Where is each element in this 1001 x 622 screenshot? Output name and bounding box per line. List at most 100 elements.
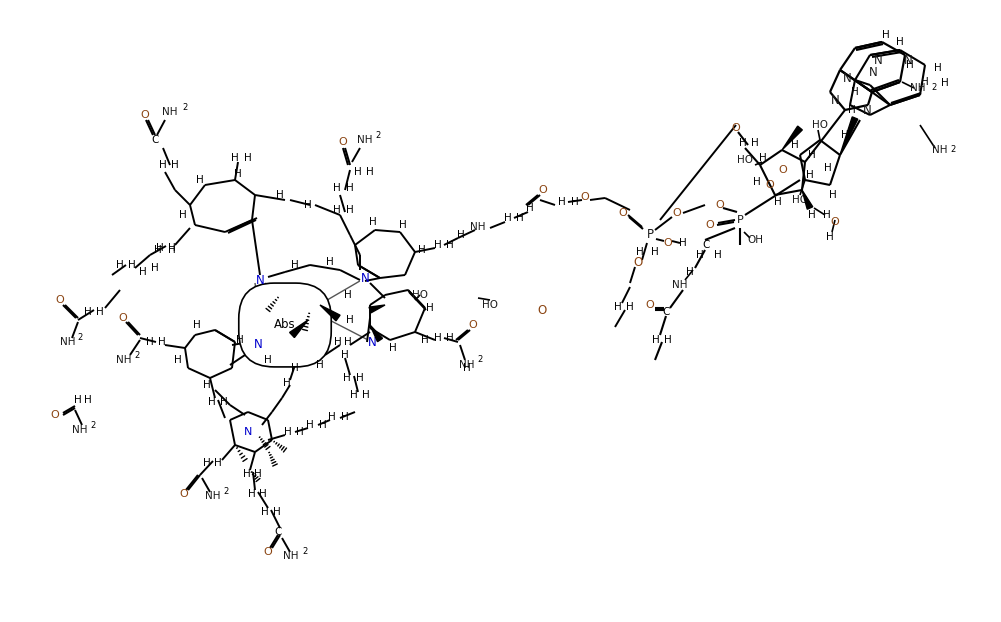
Text: H: H: [151, 263, 159, 273]
Text: O: O: [732, 123, 741, 133]
Text: H: H: [457, 230, 464, 240]
Text: H: H: [116, 260, 124, 270]
Text: C: C: [663, 307, 670, 317]
Text: O: O: [51, 410, 59, 420]
Text: NH: NH: [673, 280, 688, 290]
Text: H: H: [848, 105, 856, 115]
Text: H: H: [829, 190, 837, 200]
Polygon shape: [369, 305, 385, 313]
Text: C: C: [703, 240, 710, 250]
Text: 2: 2: [950, 146, 956, 154]
Text: O: O: [119, 313, 127, 323]
Text: O: O: [706, 220, 715, 230]
Text: N: N: [843, 72, 852, 85]
Text: O: O: [338, 137, 347, 147]
Text: H: H: [156, 243, 164, 253]
Text: N: N: [255, 274, 264, 287]
Text: H: H: [344, 337, 352, 347]
Text: H: H: [906, 60, 914, 70]
Text: H: H: [651, 247, 659, 257]
Text: H: H: [664, 335, 672, 345]
Text: O: O: [766, 180, 775, 190]
Text: H: H: [146, 337, 154, 347]
Text: H: H: [174, 355, 182, 365]
Text: H: H: [346, 205, 354, 215]
Text: O: O: [779, 165, 788, 175]
Polygon shape: [320, 305, 340, 321]
Text: H: H: [243, 469, 251, 479]
Text: H: H: [341, 412, 349, 422]
Polygon shape: [802, 190, 813, 209]
Text: 2: 2: [90, 420, 96, 430]
Text: NH: NH: [932, 145, 948, 155]
Text: H: H: [505, 213, 512, 223]
Text: O: O: [539, 185, 548, 195]
Text: H: H: [254, 469, 262, 479]
Text: 2: 2: [302, 547, 307, 555]
Text: H: H: [291, 363, 299, 373]
Text: H: H: [341, 350, 349, 360]
Text: H: H: [333, 183, 341, 193]
Text: HO: HO: [812, 120, 828, 130]
Text: OH: OH: [747, 235, 763, 245]
Text: H: H: [236, 335, 244, 345]
Text: HO: HO: [412, 290, 428, 300]
Text: H: H: [696, 250, 704, 260]
Text: H: H: [941, 78, 949, 88]
Text: H: H: [346, 315, 354, 325]
Text: H: H: [168, 243, 176, 253]
Text: 2: 2: [477, 356, 482, 364]
Text: H: H: [759, 153, 767, 163]
Text: H: H: [826, 232, 834, 242]
Text: H: H: [154, 245, 162, 255]
Text: H: H: [74, 395, 82, 405]
Text: N: N: [869, 65, 877, 78]
Text: Co: Co: [301, 304, 318, 317]
Text: NH: NH: [283, 551, 298, 561]
Text: H: H: [284, 427, 292, 437]
Text: H: H: [248, 489, 256, 499]
Text: H: H: [203, 458, 211, 468]
Text: 2: 2: [77, 333, 83, 341]
Text: H: H: [356, 373, 364, 383]
Polygon shape: [370, 325, 382, 341]
Text: H: H: [193, 320, 201, 330]
Text: H: H: [418, 245, 425, 255]
Text: NH: NH: [116, 355, 132, 365]
Text: H: H: [343, 373, 351, 383]
Text: H: H: [434, 240, 441, 250]
Text: O: O: [716, 200, 725, 210]
Polygon shape: [782, 126, 803, 150]
Text: H: H: [896, 37, 904, 47]
Text: H: H: [362, 390, 370, 400]
Text: H: H: [96, 307, 104, 317]
Text: H: H: [921, 77, 929, 87]
Text: H: H: [434, 333, 441, 343]
Text: H: H: [196, 175, 204, 185]
Text: H: H: [679, 238, 687, 248]
Text: H: H: [882, 30, 890, 40]
Text: H: H: [159, 160, 167, 170]
Text: H: H: [421, 335, 428, 345]
Text: H: H: [350, 390, 358, 400]
Text: H: H: [841, 130, 849, 140]
Text: H: H: [283, 378, 291, 388]
Text: NH: NH: [60, 337, 76, 347]
Text: H: H: [304, 200, 312, 210]
Text: H: H: [714, 250, 722, 260]
Text: N: N: [360, 271, 369, 284]
Text: NH: NH: [470, 222, 485, 232]
Text: 2: 2: [223, 486, 228, 496]
Text: H: H: [346, 183, 354, 193]
Text: H: H: [296, 427, 304, 437]
Text: H: H: [463, 363, 470, 373]
Text: 2: 2: [375, 131, 380, 139]
Text: NH: NH: [910, 83, 926, 93]
Text: H: H: [851, 87, 859, 97]
Text: N: N: [831, 93, 840, 106]
Text: H: H: [203, 380, 211, 390]
Text: H: H: [399, 220, 406, 230]
Polygon shape: [289, 320, 308, 338]
Text: O: O: [179, 489, 188, 499]
Text: P: P: [737, 215, 744, 225]
